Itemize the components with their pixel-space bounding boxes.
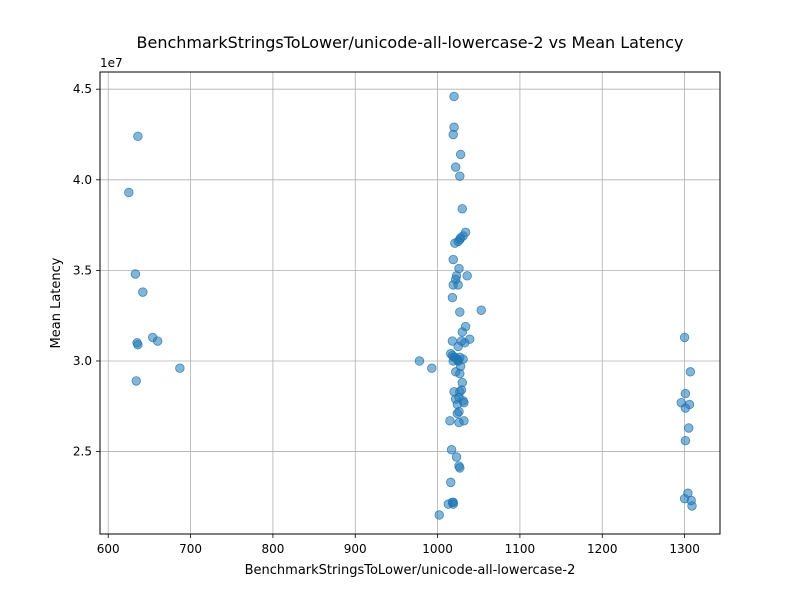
y-tick-label: 3.0	[73, 354, 92, 368]
data-point	[680, 388, 691, 399]
data-point	[434, 510, 444, 520]
data-point	[446, 445, 457, 455]
y-tick-label: 2.5	[73, 445, 92, 459]
data-point	[414, 356, 425, 366]
x-tick-label: 600	[97, 542, 120, 556]
data-point	[445, 416, 455, 426]
data-point	[447, 336, 458, 346]
data-point	[131, 376, 141, 386]
grid-lines	[100, 72, 720, 534]
data-point	[448, 254, 458, 265]
data-point	[450, 162, 461, 172]
data-point	[454, 417, 464, 428]
data-point	[679, 332, 690, 343]
x-tick-label: 1100	[505, 542, 536, 556]
data-point	[684, 423, 694, 433]
data-point	[448, 129, 458, 140]
x-tick-label: 800	[261, 542, 284, 556]
data-point	[448, 497, 458, 507]
y-tick-label: 4.0	[73, 173, 92, 187]
data-point	[452, 408, 463, 419]
y-tick-label: 3.5	[73, 263, 92, 277]
data-point	[450, 238, 460, 248]
data-points	[124, 91, 697, 520]
data-point	[457, 204, 467, 214]
data-point	[680, 435, 691, 446]
data-point	[133, 131, 143, 142]
plot-area-frame	[99, 71, 721, 535]
x-tick-label: 900	[344, 542, 367, 556]
x-axis-ticks: 600 700 800 900 1000 1100 1200 1300	[97, 534, 700, 556]
data-point	[449, 91, 459, 102]
data-point	[455, 171, 465, 181]
data-point	[451, 452, 462, 462]
data-point	[447, 292, 458, 303]
data-point	[454, 461, 464, 471]
data-point	[455, 368, 465, 379]
data-point	[680, 403, 691, 413]
data-point	[457, 327, 467, 337]
x-tick-label: 1200	[587, 542, 618, 556]
data-point	[685, 367, 696, 377]
y-axis-offset-label: 1e7	[100, 56, 123, 70]
data-point	[138, 287, 148, 297]
y-tick-label: 4.5	[73, 82, 92, 96]
data-point	[455, 149, 466, 160]
y-axis-label: Mean Latency	[49, 257, 64, 348]
data-point	[175, 363, 185, 373]
x-tick-label: 700	[179, 542, 202, 556]
data-point	[462, 271, 472, 281]
x-tick-label: 1000	[422, 542, 453, 556]
data-point	[152, 336, 163, 346]
data-point	[450, 394, 461, 404]
data-point	[476, 305, 486, 315]
x-axis-label: BenchmarkStringsToLower/unicode-all-lowe…	[245, 563, 576, 578]
data-point	[687, 501, 697, 511]
data-point	[455, 307, 465, 317]
x-tick-label: 1300	[669, 542, 700, 556]
data-point	[124, 187, 134, 198]
chart-title: BenchmarkStringsToLower/unicode-all-lowe…	[137, 33, 684, 52]
y-axis-ticks: 2.5 3.0 3.5 4.0 4.5	[73, 82, 100, 459]
data-point	[133, 339, 143, 350]
data-point	[130, 269, 141, 279]
data-point	[446, 477, 456, 488]
data-point	[453, 341, 463, 352]
data-point	[427, 363, 437, 373]
data-point	[448, 280, 458, 290]
